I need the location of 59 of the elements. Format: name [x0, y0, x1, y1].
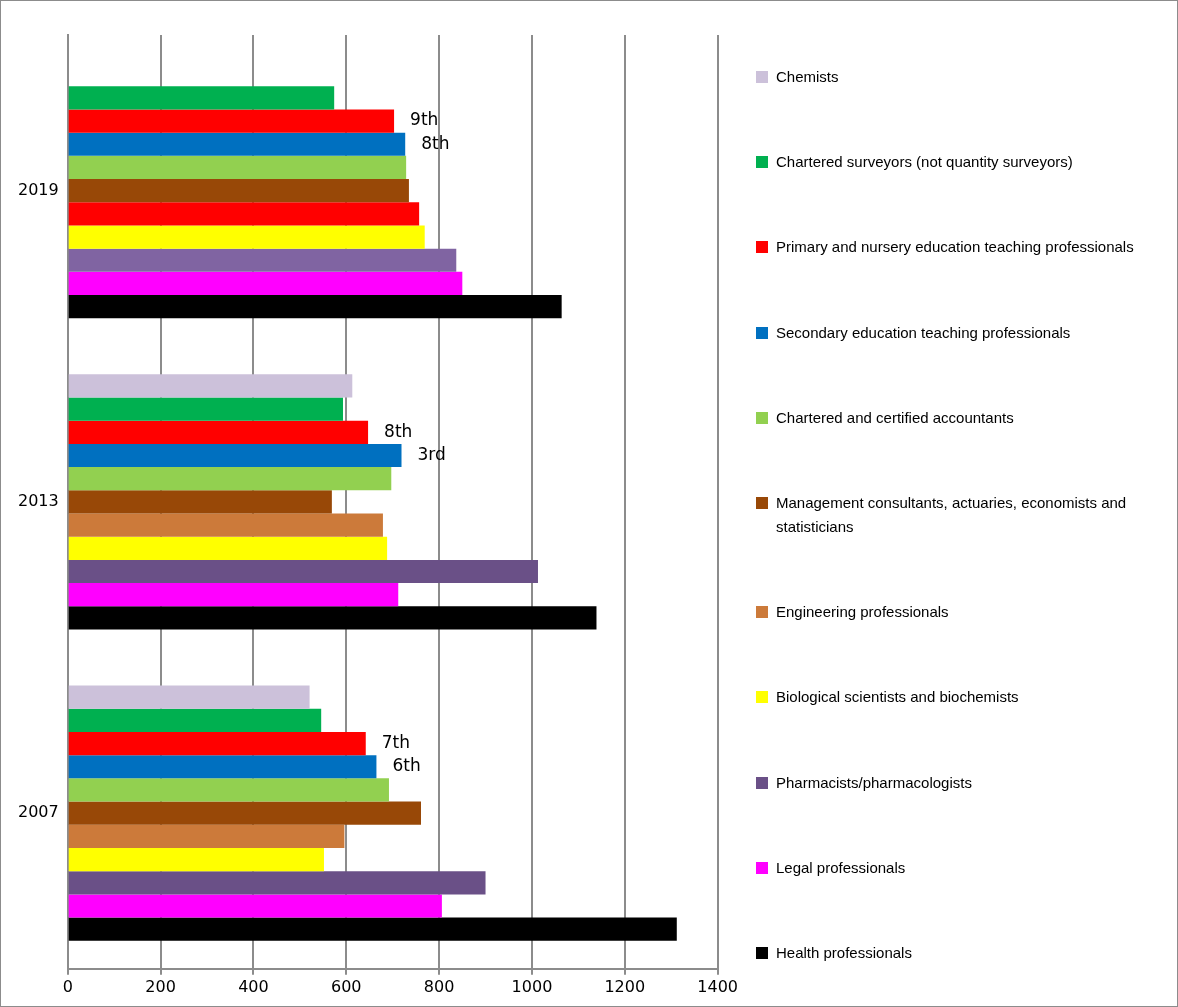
- annotation: 9th: [410, 109, 439, 130]
- x-tick-label: 1400: [697, 976, 738, 996]
- legend-label: Legal professionals: [776, 857, 906, 878]
- bar: [68, 109, 395, 133]
- bar: [68, 847, 324, 872]
- legend-label: Health professionals: [776, 942, 912, 963]
- bar: [68, 583, 399, 607]
- legend-label: Engineering professionals: [776, 602, 949, 623]
- bar: [68, 248, 457, 272]
- x-tick-label: 0: [62, 976, 73, 996]
- bar: [68, 685, 310, 709]
- legend-label: Chemists: [776, 67, 839, 87]
- bar: [68, 917, 677, 941]
- bar: [68, 778, 389, 802]
- bar: [68, 490, 332, 514]
- y-tick-label: 2019: [18, 179, 59, 199]
- bar: [68, 606, 597, 630]
- bar: [68, 755, 377, 779]
- bar: [68, 801, 421, 825]
- bar: [68, 271, 463, 296]
- bar: [68, 871, 486, 895]
- x-tick-label: 200: [145, 976, 176, 996]
- legend-label: Chartered and certified accountants: [776, 407, 1014, 428]
- legend-label: Secondary education teaching professionals: [776, 322, 1071, 343]
- bar: [68, 467, 392, 491]
- bar: [68, 824, 345, 848]
- bar: [68, 295, 562, 319]
- bar: [68, 536, 388, 560]
- y-tick-label: 2007: [18, 802, 59, 822]
- bar: [68, 132, 406, 156]
- annotation: 8th: [421, 132, 450, 153]
- bar: [68, 374, 353, 398]
- annotation: 3rd: [417, 443, 446, 464]
- annotation: 7th: [381, 731, 411, 752]
- legend-label: Primary and nursery education teaching professionals: [776, 237, 1134, 258]
- x-tick-label: 1200: [604, 976, 646, 996]
- legend-label: Management consultants, actuaries, economists and statisticians: [776, 492, 1128, 537]
- bar: [68, 894, 442, 918]
- bar: [68, 179, 409, 203]
- legend-label: Pharmacists/pharmacologists: [776, 772, 972, 793]
- bar: [68, 443, 402, 468]
- legend-label: Chartered surveyors (not quantity surveyors): [776, 152, 1073, 173]
- annotation: 8th: [384, 420, 413, 441]
- legend-label: Biological scientists and biochemists: [776, 687, 1019, 708]
- bar: [68, 86, 335, 110]
- bar: [68, 731, 366, 756]
- bar: [68, 708, 322, 732]
- bar: [68, 155, 407, 180]
- x-tick-label: 400: [238, 976, 269, 996]
- x-tick-label: 600: [330, 976, 362, 996]
- bar: [68, 397, 344, 421]
- annotation: 6th: [392, 755, 421, 776]
- x-tick-label: 1000: [511, 976, 553, 996]
- y-tick-label: 2013: [18, 491, 59, 511]
- bar: [68, 559, 538, 584]
- bar: [68, 225, 425, 249]
- x-tick-label: 800: [423, 976, 455, 996]
- bar: [68, 420, 369, 444]
- bar: [68, 513, 383, 537]
